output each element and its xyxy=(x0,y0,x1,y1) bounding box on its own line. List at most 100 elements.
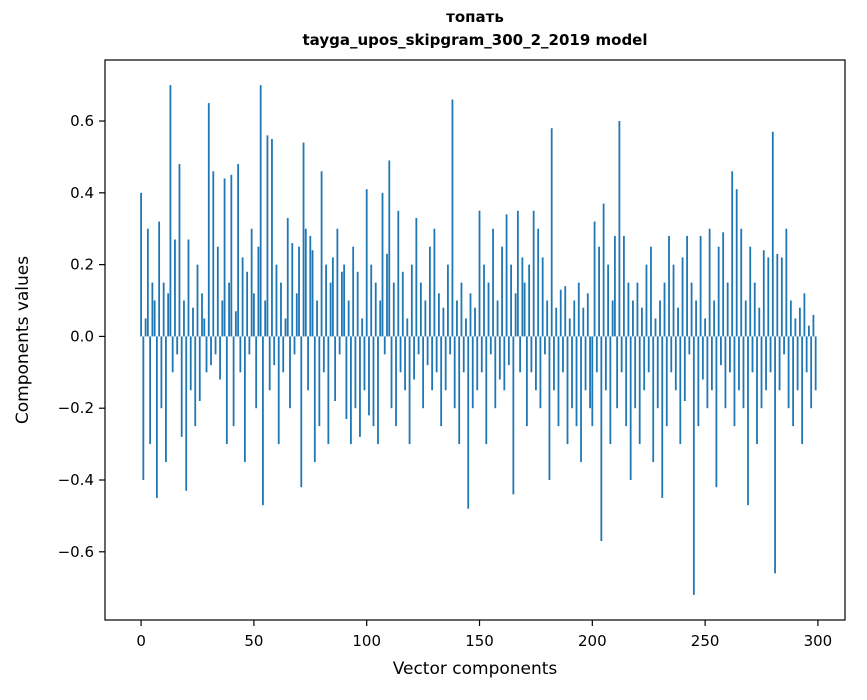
bar xyxy=(180,336,183,437)
y-tick-label: 0.4 xyxy=(70,184,94,202)
bar xyxy=(379,300,382,337)
bar xyxy=(634,336,637,409)
bar xyxy=(347,300,350,337)
bar xyxy=(668,235,670,337)
bar xyxy=(192,307,194,337)
bar xyxy=(221,300,224,337)
bar xyxy=(767,257,770,337)
bar xyxy=(487,282,490,337)
bar xyxy=(183,300,185,337)
bar xyxy=(744,300,747,337)
bar xyxy=(442,307,445,337)
bar xyxy=(810,336,813,409)
bar xyxy=(311,250,314,337)
bar xyxy=(720,336,722,366)
bar xyxy=(566,336,569,445)
bar xyxy=(144,318,147,337)
bar xyxy=(541,257,544,337)
bar xyxy=(205,336,208,373)
bar xyxy=(507,336,510,366)
bar xyxy=(232,336,235,427)
bar xyxy=(647,336,650,373)
bar xyxy=(322,336,325,373)
bar xyxy=(780,257,783,337)
bar xyxy=(559,289,562,337)
bar xyxy=(528,264,531,337)
bar xyxy=(713,300,716,337)
bar xyxy=(586,293,589,337)
bar xyxy=(814,336,817,391)
bar xyxy=(365,189,368,337)
bar xyxy=(313,336,316,463)
bar xyxy=(316,300,318,337)
bar xyxy=(336,228,339,337)
bar xyxy=(467,336,470,509)
bar xyxy=(234,311,237,337)
bar xyxy=(697,336,700,427)
bar xyxy=(589,336,591,409)
bar xyxy=(483,264,485,337)
bar xyxy=(417,336,420,355)
bar xyxy=(512,336,515,495)
bar xyxy=(749,246,752,337)
y-tick-label: −0.2 xyxy=(58,399,94,417)
bar xyxy=(494,336,497,409)
bar xyxy=(742,336,745,409)
bar xyxy=(383,336,386,355)
bar xyxy=(449,336,452,355)
bar xyxy=(210,336,212,366)
bar xyxy=(241,257,244,337)
bar xyxy=(808,325,810,337)
bar xyxy=(516,210,519,337)
bar xyxy=(618,121,621,337)
bar xyxy=(661,336,664,498)
bar xyxy=(309,235,312,337)
bar xyxy=(158,221,161,337)
bar xyxy=(613,235,616,337)
bar xyxy=(185,336,188,491)
bar xyxy=(390,336,393,409)
y-axis-ticks: −0.6 −0.4 −0.2 0.0 0.2 0.4 0.6 xyxy=(58,112,105,561)
bar xyxy=(392,282,395,337)
bar xyxy=(370,264,373,337)
bar xyxy=(769,336,772,373)
bar xyxy=(345,336,348,419)
bar xyxy=(805,336,808,373)
bar xyxy=(656,336,659,409)
bar xyxy=(453,336,456,409)
bar xyxy=(758,307,761,337)
bar xyxy=(327,336,330,445)
bar xyxy=(584,336,587,391)
bar xyxy=(246,271,249,337)
bar xyxy=(654,318,657,337)
bar xyxy=(447,264,449,337)
bar xyxy=(219,336,221,380)
bar xyxy=(167,293,170,337)
bar xyxy=(284,318,287,337)
bar xyxy=(243,336,246,463)
bar xyxy=(331,257,334,337)
y-tick-label: 0.6 xyxy=(70,112,94,130)
bar xyxy=(740,228,743,337)
bar xyxy=(803,293,806,337)
bar xyxy=(710,336,713,391)
bar xyxy=(465,318,467,337)
chart-title: топать xyxy=(446,8,504,26)
bar xyxy=(582,307,585,337)
bar xyxy=(798,307,801,337)
bar xyxy=(532,210,535,337)
bar xyxy=(683,336,686,402)
bar xyxy=(300,336,303,488)
bar xyxy=(699,235,702,337)
bar xyxy=(140,192,142,337)
bar xyxy=(334,336,337,402)
bar xyxy=(765,336,767,391)
bar xyxy=(275,264,278,337)
bar xyxy=(701,336,704,380)
bar xyxy=(600,336,603,542)
bar xyxy=(415,217,418,337)
bar xyxy=(419,282,422,337)
bar xyxy=(178,164,181,337)
bar xyxy=(537,228,540,337)
bar xyxy=(498,336,501,380)
